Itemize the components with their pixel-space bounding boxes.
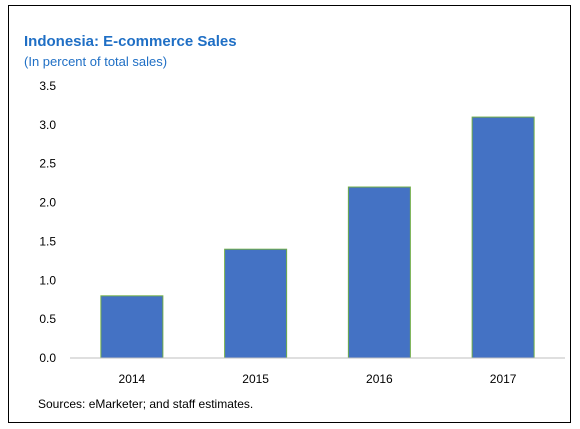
- chart-subtitle: (In percent of total sales): [24, 54, 168, 69]
- bar-2016: [347, 186, 411, 359]
- y-tick-label: 1.5: [39, 234, 56, 248]
- x-tick-label: 2014: [119, 372, 146, 386]
- chart-title: Indonesia: E-commerce Sales: [24, 33, 237, 50]
- x-axis-ticks: 2014 2015 2016 2017: [119, 372, 517, 386]
- x-tick-label: 2016: [366, 372, 393, 386]
- y-tick-label: 3.5: [39, 79, 56, 93]
- y-tick-label: 2.5: [39, 157, 56, 171]
- y-tick-label: 2.0: [39, 196, 56, 210]
- source-note: Sources: eMarketer; and staff estimates.: [38, 397, 254, 411]
- y-tick-label: 3.0: [39, 118, 56, 132]
- y-axis-ticks: 0.0 0.5 1.0 1.5 2.0 2.5 3.0 3.5: [39, 79, 56, 365]
- y-tick-label: 0.0: [39, 351, 56, 365]
- y-tick-label: 1.0: [39, 273, 56, 287]
- bar-2015: [224, 248, 288, 359]
- x-tick-label: 2015: [242, 372, 269, 386]
- x-tick-label: 2017: [490, 372, 517, 386]
- bars: [100, 116, 535, 359]
- bar-2017: [471, 116, 535, 359]
- y-tick-label: 0.5: [39, 312, 56, 326]
- bar-2014: [100, 295, 164, 359]
